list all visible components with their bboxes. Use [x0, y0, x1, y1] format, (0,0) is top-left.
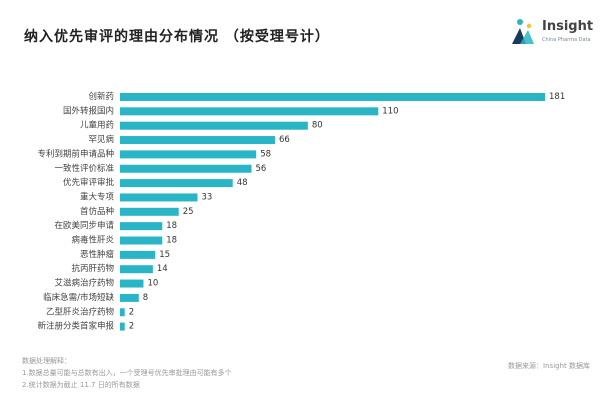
- bar: [120, 93, 545, 101]
- value-label: 58: [260, 149, 271, 159]
- chart-header: 纳入优先审评的理由分布情况 （按受理号计） Insight China Phar…: [0, 0, 604, 60]
- brand-name: Insight: [542, 19, 594, 34]
- category-label: 创新药: [88, 91, 114, 102]
- bar: [120, 222, 163, 231]
- bar: [120, 279, 144, 288]
- value-label: 15: [159, 250, 170, 260]
- category-label: 在欧美同步申请: [54, 220, 114, 231]
- bar: [120, 236, 163, 245]
- bar: [120, 179, 233, 188]
- brand-subtitle: China Pharma Data: [542, 37, 591, 43]
- value-label: 181: [549, 92, 565, 102]
- category-label: 优先审评审批: [63, 177, 115, 188]
- value-label: 56: [255, 164, 266, 174]
- chart-title: 纳入优先审评的理由分布情况 （按受理号计）: [24, 29, 330, 45]
- category-label: 重大专项: [80, 191, 115, 202]
- note-2: 2.统计数据为截止 11.7 日的所有数据: [22, 381, 140, 389]
- category-label: 艾滋病治疗药物: [54, 278, 114, 289]
- bar: [120, 308, 125, 317]
- value-label: 10: [147, 279, 158, 289]
- category-label: 抗丙肝药物: [71, 263, 114, 274]
- value-label: 18: [166, 236, 177, 246]
- value-label: 2: [129, 307, 134, 317]
- value-label: 25: [183, 207, 194, 217]
- brand-logo: Insight China Pharma Data: [508, 16, 600, 52]
- value-label: 66: [279, 135, 290, 145]
- value-label: 80: [312, 121, 323, 131]
- category-label: 国外转报国内: [63, 105, 114, 116]
- bar: [120, 107, 379, 116]
- data-source: 数据来源：Insight 数据库: [508, 362, 590, 370]
- notes-heading: 数据处理解释：: [22, 357, 71, 365]
- footer-notes: 数据处理解释： 1.数据总量可能与总数有出入，一个受理号优先审批理由可能有多个 …: [22, 355, 232, 391]
- bar: [120, 150, 257, 159]
- bar: [120, 265, 153, 274]
- bar: [120, 136, 275, 145]
- bar: [120, 322, 125, 331]
- value-label: 18: [166, 221, 177, 231]
- category-label: 首仿品种: [80, 206, 114, 217]
- logo-dot-blue: [517, 19, 523, 25]
- bars-group: 创新药 181 国外转报国内 110 儿童用药 80 罕见病 66 专利到期前申请品种 58 一致性…: [37, 91, 565, 332]
- category-label: 专利到期前申请品种: [37, 148, 114, 159]
- value-label: 110: [382, 106, 398, 116]
- category-label: 一致性评价标准: [54, 163, 114, 174]
- category-label: 儿童用药: [80, 120, 114, 131]
- insight-logo-icon: [512, 19, 534, 44]
- value-label: 33: [201, 192, 212, 202]
- bar: [120, 293, 139, 302]
- value-label: 8: [143, 293, 148, 303]
- category-label: 新注册分类首家申报: [37, 321, 114, 332]
- logo-shape-teal: [520, 30, 534, 44]
- bar: [120, 250, 156, 259]
- category-label: 罕见病: [88, 134, 114, 145]
- bar: [120, 164, 252, 173]
- value-label: 14: [157, 264, 168, 274]
- category-label: 临床急需/市场短缺: [43, 292, 114, 303]
- note-1: 1.数据总量可能与总数有出入，一个受理号优先审批理由可能有多个: [22, 369, 232, 377]
- category-label: 恶性肿瘤: [80, 249, 115, 260]
- bar: [120, 121, 308, 130]
- value-label: 48: [237, 178, 248, 188]
- bar: [120, 193, 198, 202]
- category-label: 病毒性肝炎: [71, 235, 114, 246]
- category-label: 乙型肝炎治疗药物: [46, 306, 115, 317]
- value-label: 2: [129, 322, 134, 332]
- logo-dot-yellow: [526, 23, 532, 29]
- bar: [120, 207, 179, 216]
